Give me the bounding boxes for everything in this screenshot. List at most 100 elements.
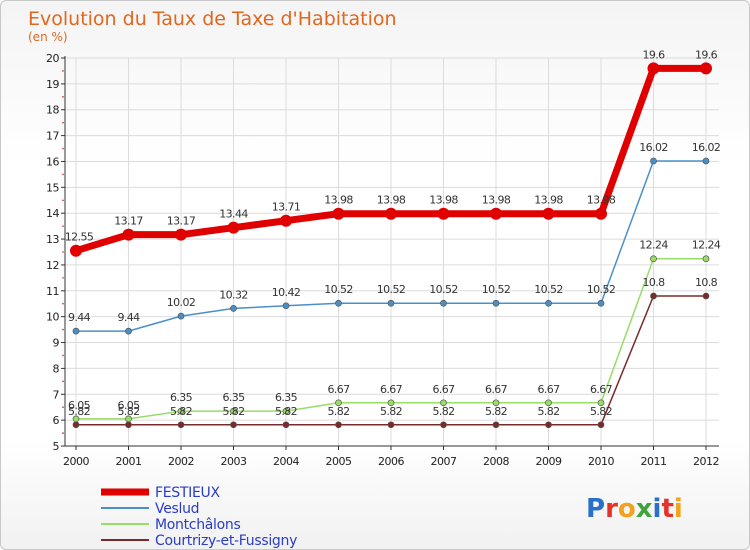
x-tick-label: 2010 <box>588 455 614 468</box>
data-label: 5.82 <box>537 405 559 418</box>
data-label: 12.24 <box>692 239 721 252</box>
logo-letter: x <box>636 494 653 524</box>
y-tick-label: 13 <box>46 233 59 246</box>
data-label: 13.98 <box>377 194 406 207</box>
data-point <box>440 421 447 429</box>
legend-label-0: FESTIEUX <box>155 485 220 501</box>
data-point <box>492 421 500 429</box>
data-label: 6.67 <box>537 383 560 396</box>
data-label: 16.02 <box>639 141 668 154</box>
data-label: 5.82 <box>590 405 612 418</box>
data-point <box>177 421 185 429</box>
data-point <box>650 157 657 165</box>
data-label: 10.52 <box>534 283 563 296</box>
data-label: 10.02 <box>167 296 196 309</box>
y-minor-tick <box>62 406 64 409</box>
data-label: 10.52 <box>482 283 511 296</box>
data-label: 12.24 <box>639 239 668 252</box>
x-tick-label: 2002 <box>168 455 194 468</box>
y-tick-label: 17 <box>46 130 59 143</box>
data-point <box>175 228 187 241</box>
legend-label-1: Veslud <box>155 501 199 517</box>
data-point <box>125 415 132 423</box>
data-point <box>282 407 290 415</box>
data-point <box>702 292 710 300</box>
y-minor-tick <box>62 96 64 98</box>
data-label: 5.82 <box>327 405 349 418</box>
legend: FESTIEUXVesludMontchâlonsCourtrizy-et-Fu… <box>101 485 297 549</box>
data-point <box>650 292 657 300</box>
data-point <box>702 157 710 165</box>
x-tick-label: 2011 <box>641 455 667 468</box>
x-tick-label: 2001 <box>116 455 142 468</box>
y-minor-tick <box>62 225 64 227</box>
data-label: 5.82 <box>117 405 139 418</box>
data-label: 12.55 <box>65 231 94 244</box>
y-minor-tick <box>62 354 64 357</box>
y-minor-tick <box>62 277 64 279</box>
data-label: 10.42 <box>272 286 301 299</box>
logo-letter: i <box>653 494 662 524</box>
data-point <box>700 62 712 75</box>
y-tick-label: 12 <box>46 259 59 272</box>
logo-letter: i <box>674 494 683 524</box>
data-label: 13.44 <box>219 208 248 221</box>
data-label: 5.82 <box>222 405 244 418</box>
data-label: 5.82 <box>380 405 402 418</box>
data-point <box>650 255 657 263</box>
data-label: 10.52 <box>377 283 406 296</box>
y-tick-label: 20 <box>46 52 59 65</box>
data-point <box>230 407 237 415</box>
data-point <box>545 399 552 407</box>
x-tick-label: 2004 <box>273 455 299 468</box>
x-tick-label: 2007 <box>431 455 457 468</box>
data-point <box>545 421 552 429</box>
y-minor-tick <box>62 328 64 331</box>
logo-letter: P <box>586 494 605 524</box>
data-point <box>490 207 502 220</box>
y-tick-label: 14 <box>46 207 59 220</box>
x-tick-label: 2003 <box>221 455 247 468</box>
data-label: 6.67 <box>380 383 403 396</box>
data-point <box>282 421 290 429</box>
data-label: 6.05 <box>68 399 91 412</box>
data-point <box>335 299 342 307</box>
data-label: 6.35 <box>275 391 298 404</box>
data-point <box>125 327 132 335</box>
data-label: 5.82 <box>432 405 454 418</box>
data-point <box>72 421 80 429</box>
y-tick-label: 5 <box>53 440 60 453</box>
legend-label-3: Courtrizy-et-Fussigny <box>155 533 297 549</box>
data-point <box>70 244 82 257</box>
data-label: 10.52 <box>429 283 458 296</box>
data-label: 10.52 <box>587 283 616 296</box>
x-tick-label: 2008 <box>483 455 509 468</box>
y-tick-label: 9 <box>53 337 60 350</box>
proxiti-logo: Proxiti <box>586 494 683 524</box>
data-label: 6.67 <box>327 383 350 396</box>
chart-title: Evolution du Taux de Taxe d'Habitation <box>28 8 397 30</box>
data-point <box>492 299 500 307</box>
data-point <box>440 399 447 407</box>
y-tick-label: 11 <box>46 285 59 298</box>
data-label: 13.17 <box>114 215 143 228</box>
data-label: 5.82 <box>275 405 297 418</box>
data-point <box>230 305 237 312</box>
data-label: 19.6 <box>642 48 665 61</box>
y-minor-tick <box>62 302 64 305</box>
data-point <box>332 207 345 220</box>
logo-letter: r <box>605 494 618 524</box>
y-tick-label: 15 <box>46 181 59 194</box>
data-point <box>177 312 185 320</box>
data-point <box>282 302 290 310</box>
data-point <box>177 407 185 415</box>
data-point <box>387 299 395 307</box>
data-label: 10.8 <box>695 276 718 289</box>
data-point <box>440 299 447 307</box>
x-tick-label: 2006 <box>378 455 404 468</box>
data-label: 13.71 <box>272 201 301 214</box>
y-minor-tick <box>62 147 64 150</box>
data-point <box>335 399 342 407</box>
axes: 5 6 7 8 9 10 11 12 13 14 15 16 17 18 19 20 2000 2001 2002 2… <box>46 52 720 468</box>
data-point <box>385 207 397 220</box>
